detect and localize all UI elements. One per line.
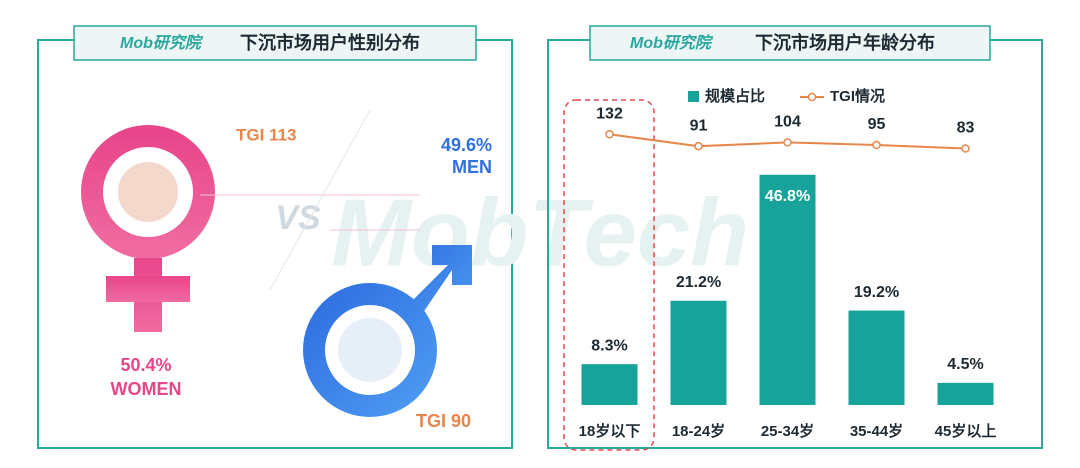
women-tgi: TGI 113 xyxy=(236,125,296,144)
data-label: 95 xyxy=(868,116,886,133)
x-tick-label: 18岁以下 xyxy=(579,422,641,440)
data-label: 4.5% xyxy=(947,356,983,373)
men-share: 49.6% xyxy=(441,135,492,155)
bar xyxy=(759,174,816,405)
data-label: 132 xyxy=(596,105,623,122)
data-label: 19.2% xyxy=(854,284,899,301)
data-label: 91 xyxy=(690,117,708,134)
male-avatar xyxy=(338,318,402,382)
vs-mark: VS xyxy=(275,199,321,237)
female-avatar xyxy=(118,162,178,222)
bar xyxy=(670,300,727,405)
deco-line xyxy=(269,109,371,291)
bar xyxy=(848,310,905,405)
tgi-point xyxy=(605,130,614,139)
women-label: WOMEN xyxy=(111,379,182,399)
chart-title: 下沉市场用户年龄分布 xyxy=(755,32,935,53)
data-label: 8.3% xyxy=(591,337,627,354)
tgi-point xyxy=(961,144,970,153)
panel-header xyxy=(73,25,477,61)
men-tgi: TGI 90 xyxy=(416,411,471,431)
tgi-point xyxy=(783,138,792,147)
highlight-box xyxy=(563,99,655,451)
logo: Mob研究院 xyxy=(630,34,714,52)
tgi-point xyxy=(872,140,881,150)
legend-label: 规模占比 xyxy=(705,87,765,105)
panel-title: 下沉市场用户性别分布 xyxy=(240,32,420,53)
logo: Mob研究院 xyxy=(120,34,204,52)
watermark: MobTech xyxy=(331,179,749,286)
tgi-point xyxy=(694,141,703,151)
x-tick-label: 35-44岁 xyxy=(850,422,903,440)
data-label: 83 xyxy=(957,120,975,137)
male-arrow xyxy=(405,245,472,320)
x-tick-label: 45岁以上 xyxy=(935,422,997,440)
legend-marker xyxy=(807,92,817,102)
x-tick-label: 18-24岁 xyxy=(672,422,725,440)
female-ring xyxy=(81,125,215,259)
men-label: MEN xyxy=(452,157,492,177)
x-tick-label: 25-34岁 xyxy=(761,422,814,440)
data-label: 46.8% xyxy=(765,188,810,205)
bar xyxy=(937,382,994,405)
female-cross xyxy=(106,276,190,302)
male-ring xyxy=(303,283,437,417)
women-share: 50.4% xyxy=(120,355,171,375)
data-label: 21.2% xyxy=(676,274,721,291)
legend-swatch xyxy=(688,91,699,102)
bar xyxy=(581,364,638,405)
panel-header xyxy=(589,25,991,61)
legend-label: TGI情况 xyxy=(830,87,885,105)
data-label: 104 xyxy=(774,114,801,131)
